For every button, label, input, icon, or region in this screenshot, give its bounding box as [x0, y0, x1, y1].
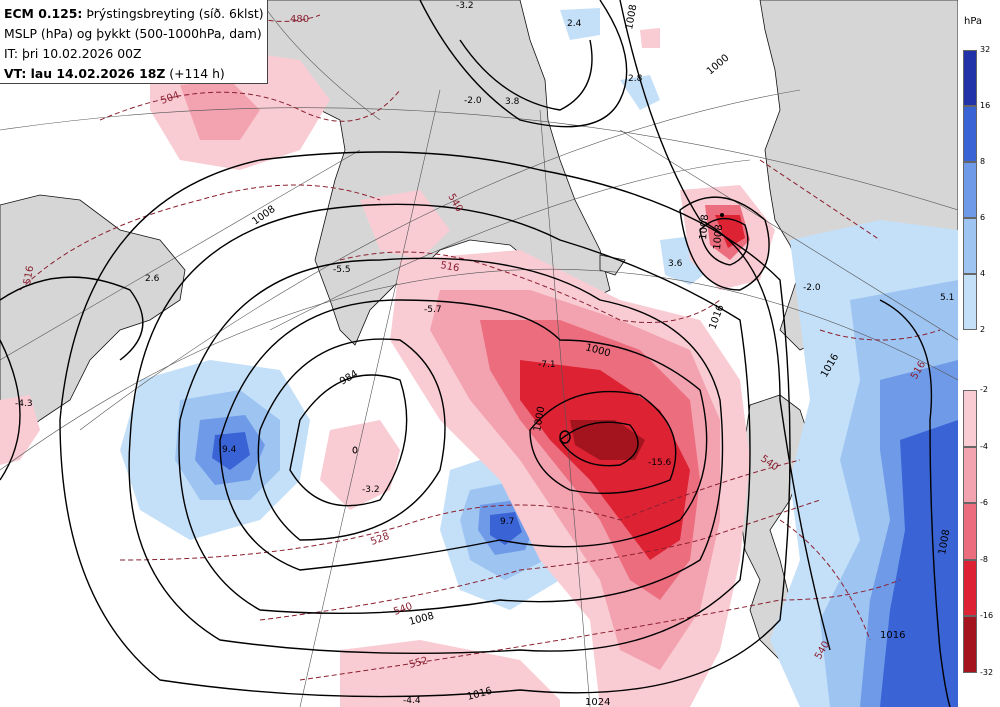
- isobar-label: 1016: [707, 303, 726, 331]
- legend-negative-swatch: [963, 503, 977, 560]
- isobar-label: 1000: [705, 53, 732, 78]
- change-value: 2.4: [567, 19, 582, 29]
- change-value: -3.2: [456, 1, 474, 11]
- weather-map: 1008 984 1000 1016 1008 1016 1024 1008 1…: [0, 0, 958, 707]
- valid-time: VT: lau 14.02.2026 18Z: [4, 66, 166, 81]
- legend-negative-tick-label: -32: [980, 668, 994, 677]
- legend-positive-tick-label: 8: [980, 157, 986, 166]
- isobar-label: 1008: [712, 224, 725, 250]
- model-name: ECM 0.125:: [4, 6, 83, 21]
- thickness-contours: [19, 9, 941, 681]
- change-value: 5.1: [940, 293, 954, 303]
- legend-negative-tick-label: -6: [980, 498, 988, 508]
- legend-negative-swatch: [963, 446, 977, 504]
- thickness-label: 516: [22, 265, 36, 286]
- legend-negative-tick-label: -2: [980, 385, 988, 394]
- map-info-box: ECM 0.125: Þrýstingsbreyting (síð. 6klst…: [0, 0, 268, 84]
- legend-negative-tick-label: -4: [980, 441, 988, 451]
- change-value: -7.1: [538, 360, 556, 370]
- color-legend: hPa 32 16 8 6 4 2 -2 -4 -6 -8 -16 -32: [958, 0, 1000, 707]
- thickness-label: 516: [439, 260, 460, 274]
- pressure-rise-areas: [120, 8, 958, 707]
- change-value: 9.4: [222, 445, 237, 455]
- legend-positive-swatch: [963, 106, 977, 162]
- change-value: 3.8: [505, 97, 520, 107]
- legend-unit: hPa: [964, 16, 983, 27]
- isobar-label: 1008: [937, 529, 952, 556]
- isobar-label: 984: [338, 369, 360, 388]
- change-value: -5.5: [333, 265, 351, 275]
- thickness-label: 540: [392, 601, 414, 618]
- isobar-label: 1008: [624, 4, 639, 31]
- change-value: 3.6: [668, 259, 683, 269]
- legend-positive-tick-label: 6: [980, 213, 986, 222]
- legend-negative-tick-label: -16: [980, 611, 994, 621]
- legend-negative-swatch: [963, 559, 977, 617]
- change-value: 9.7: [500, 517, 514, 527]
- legend-positive-swatch: [963, 50, 977, 106]
- isobar-label: 1008: [698, 214, 711, 240]
- thickness-label: 528: [369, 531, 391, 548]
- legend-positive-swatch: [963, 274, 977, 330]
- legend-positive-tick-label: 32: [980, 45, 991, 54]
- init-time: IT: þri 10.02.2026 00Z: [4, 46, 142, 61]
- change-value: -2.0: [803, 283, 821, 293]
- change-value: -2.0: [464, 96, 482, 106]
- field-title: Þrýstingsbreyting (síð. 6klst): [86, 6, 264, 21]
- thickness-label: 480: [290, 14, 309, 25]
- change-value-labels: -3.2 2.4 -2.0 3.8 2.8 3.6 2.6 -5.5 -5.7 …: [15, 1, 954, 706]
- valid-time-row: VT: lau 14.02.2026 18Z (+114 h): [4, 64, 263, 84]
- isobar-label: 1016: [880, 630, 905, 641]
- change-value: 2.8: [628, 74, 643, 84]
- isobar-label: 1008: [250, 204, 277, 228]
- legend-positive-tick-label: 2: [980, 325, 986, 334]
- legend-positive-tick-label: 4: [980, 269, 986, 278]
- change-value: 2.6: [145, 274, 160, 284]
- change-value: -15.6: [648, 458, 672, 468]
- legend-negative-swatch: [963, 390, 977, 447]
- legend-negative-tick-label: -8: [980, 554, 988, 564]
- change-value: -4.4: [403, 696, 421, 706]
- isobars: [0, 0, 951, 707]
- thickness-label: 552: [408, 655, 429, 671]
- legend-positive-swatch: [963, 218, 977, 274]
- graticule: [0, 0, 958, 707]
- isobar-label: 1000: [532, 406, 547, 433]
- fields-description: MSLP (hPa) og þykkt (500-1000hPa, dam): [4, 26, 262, 41]
- isobar-label: 1008: [408, 611, 435, 628]
- change-value: -4.3: [15, 399, 33, 409]
- minor-low-icon: [352, 446, 358, 454]
- low-center-icon: [559, 430, 571, 444]
- legend-negative-swatch: [963, 616, 977, 673]
- legend-positive-swatch: [963, 162, 977, 218]
- pressure-centers: [352, 213, 724, 454]
- low-center-small-icon: [720, 213, 724, 217]
- legend-positive-tick-label: 16: [980, 101, 991, 110]
- change-value: -3.2: [362, 485, 380, 495]
- forecast-hour: (+114 h): [169, 66, 225, 81]
- isobar-label: 1024: [585, 697, 610, 707]
- change-value: -5.7: [424, 305, 442, 315]
- map-canvas: 1008 984 1000 1016 1008 1016 1024 1008 1…: [0, 0, 958, 707]
- title-row: ECM 0.125: Þrýstingsbreyting (síð. 6klst…: [4, 4, 264, 24]
